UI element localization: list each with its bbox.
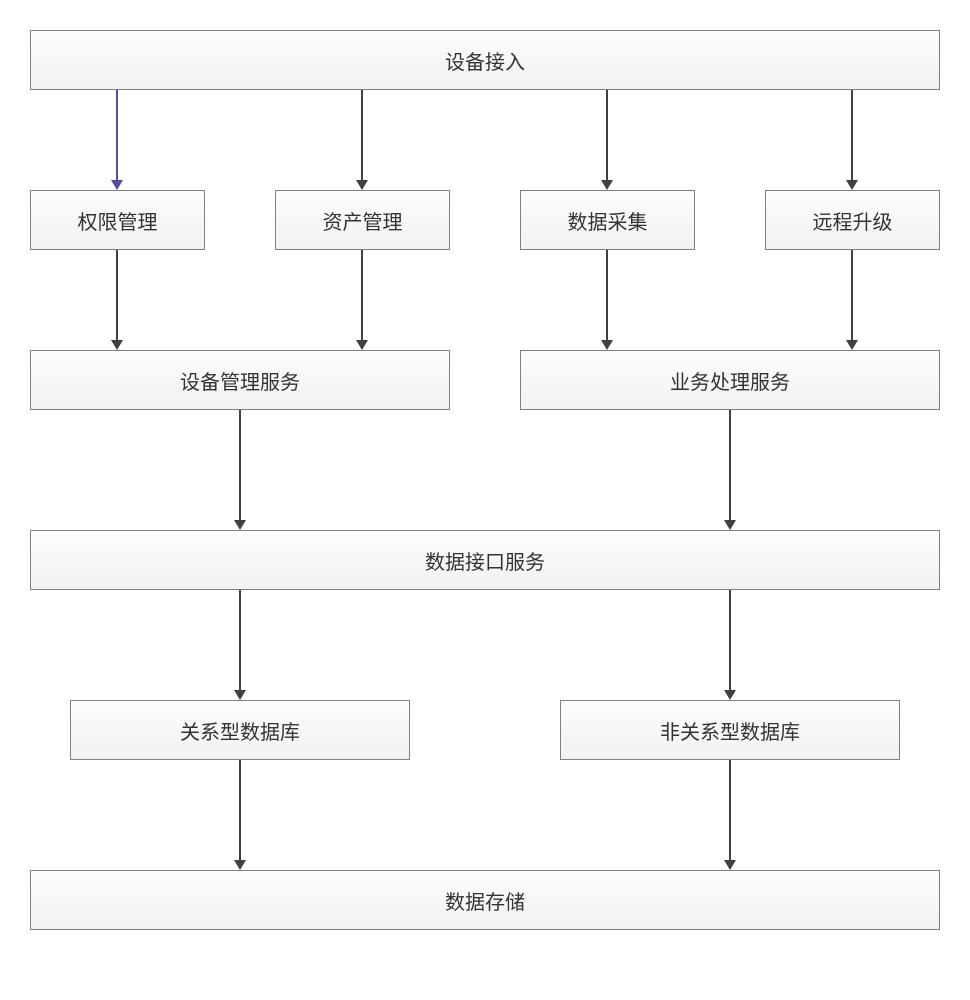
node-data-collection: 数据采集	[520, 190, 695, 250]
node-label: 设备接入	[445, 46, 525, 75]
node-label: 数据采集	[568, 206, 648, 235]
node-remote-upgrade: 远程升级	[765, 190, 940, 250]
node-label: 业务处理服务	[670, 366, 790, 395]
node-device-mgmt-service: 设备管理服务	[30, 350, 450, 410]
node-business-service: 业务处理服务	[520, 350, 940, 410]
node-label: 关系型数据库	[180, 716, 300, 745]
node-asset-mgmt: 资产管理	[275, 190, 450, 250]
node-label: 远程升级	[813, 206, 893, 235]
node-label: 数据接口服务	[425, 546, 545, 575]
node-relational-db: 关系型数据库	[70, 700, 410, 760]
flowchart-canvas: 设备接入 权限管理 资产管理 数据采集 远程升级 设备管理服务 业务处理服务 数…	[0, 0, 970, 1000]
arrow-layer	[0, 0, 970, 1000]
node-label: 权限管理	[78, 206, 158, 235]
node-data-interface-service: 数据接口服务	[30, 530, 940, 590]
node-nonrelational-db: 非关系型数据库	[560, 700, 900, 760]
node-permission-mgmt: 权限管理	[30, 190, 205, 250]
node-label: 非关系型数据库	[660, 716, 800, 745]
node-label: 数据存储	[445, 886, 525, 915]
node-device-access: 设备接入	[30, 30, 940, 90]
node-label: 设备管理服务	[180, 366, 300, 395]
node-data-storage: 数据存储	[30, 870, 940, 930]
node-label: 资产管理	[323, 206, 403, 235]
